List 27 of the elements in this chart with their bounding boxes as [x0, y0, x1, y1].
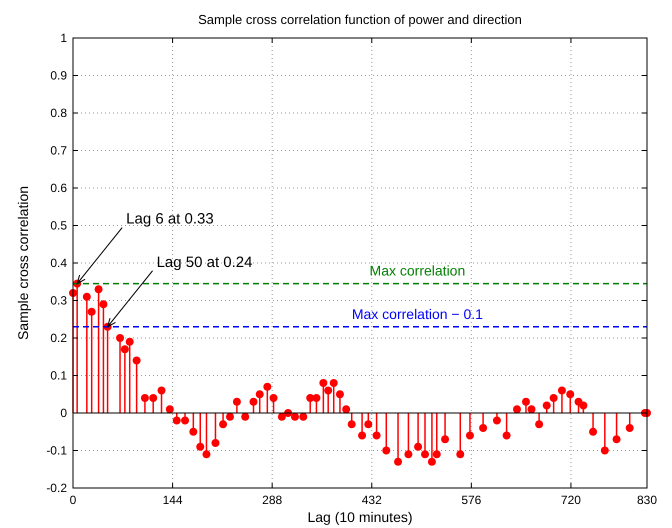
y-tick-label: 0 — [60, 406, 68, 420]
x-tick-label: 576 — [461, 493, 482, 507]
x-tick-label: 0 — [70, 493, 77, 507]
chart-title: Sample cross correlation function of power and direction — [198, 12, 522, 27]
y-tick-label: 0.9 — [50, 68, 68, 82]
annotation: Lag 6 at 0.33 — [126, 210, 214, 228]
ref-line-label: Max correlation — [370, 262, 466, 279]
ref-line-label: Max correlation − 0.1 — [352, 306, 484, 322]
x-tick-label: 144 — [162, 493, 183, 507]
y-axis-title: Sample cross correlation — [15, 186, 31, 340]
y-tick-label: 0.2 — [50, 331, 68, 345]
y-tick-label: 0.6 — [50, 181, 68, 195]
y-tick-label: 0.8 — [50, 106, 68, 120]
y-tick-label: 0.1 — [50, 368, 68, 382]
y-tick-label: 0.3 — [50, 294, 68, 308]
y-tick-label: 1 — [60, 31, 68, 45]
y-tick-label: -0.2 — [46, 481, 68, 495]
y-tick-label: 0.4 — [50, 256, 68, 270]
y-tick-label: 0.7 — [50, 144, 68, 158]
x-tick-label: 432 — [362, 493, 382, 507]
y-tick-label: 0.5 — [50, 218, 68, 232]
x-tick-label: 288 — [262, 493, 283, 507]
x-tick-label: 830 — [636, 493, 658, 507]
x-tick-label: 720 — [560, 493, 582, 507]
y-tick-label: -0.1 — [46, 444, 68, 458]
x-axis-title: Lag (10 minutes) — [307, 509, 413, 525]
annotation: Lag 50 at 0.24 — [156, 254, 252, 271]
